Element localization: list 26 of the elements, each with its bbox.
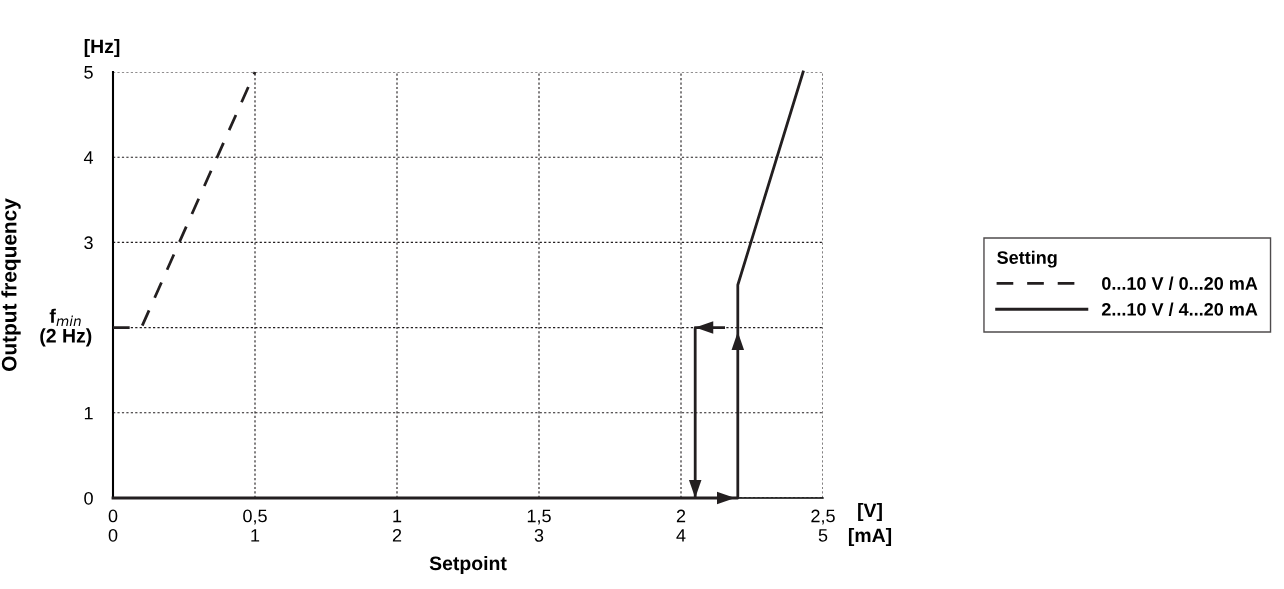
x2-tick-label: 5 [818,529,828,542]
y-tick-label: 1 [84,406,93,420]
x-tick-label: 2 [676,509,686,523]
x-tick-label: 0,5 [243,509,267,525]
y-axis-title: Output frequency [1,198,21,371]
x-axis-title: Setpoint [429,555,507,575]
legend-label: 0...10 V / 0...20 mA [1102,276,1258,291]
x-tick-label: 1 [393,509,402,523]
x2-tick-label: 1 [251,529,260,542]
x2-tick-label: 3 [534,528,544,542]
legend-label: 2...10 V / 4...20 mA [1101,302,1258,316]
text: [V] [858,502,882,522]
y-tick-label: 4 [83,151,94,164]
y-tick-label: 3 [84,236,93,250]
x-tick-label: 0 [108,509,118,523]
legend-title: Setting [997,250,1057,268]
x2-tick-label: 2 [392,528,402,542]
x-tick-label: 1,5 [527,509,551,525]
y-tick-label: 0 [84,491,93,505]
x2-tick-label: 4 [676,529,686,542]
y-tick-label: 5 [84,66,93,79]
text: [Hz] [84,38,120,58]
annotation: f$_{min}$ (2 Hz) [40,308,92,347]
text: [mA] [848,527,892,547]
x2-tick-label: 0 [108,528,118,542]
x-tick-label: 2,5 [811,509,835,525]
